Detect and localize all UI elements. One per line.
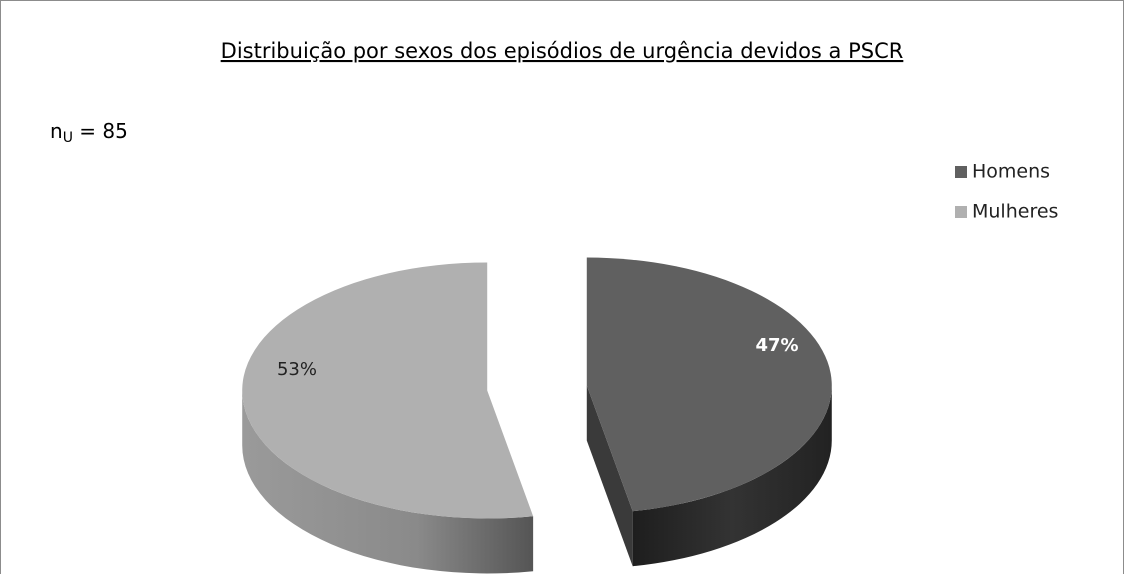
slice xyxy=(242,262,534,519)
annotation-text: = 85 xyxy=(73,119,128,143)
annotation-subscript: U xyxy=(63,130,73,146)
slice-wall xyxy=(242,390,534,574)
legend-label: Homens xyxy=(972,161,1050,183)
annotation: nU = 85 xyxy=(50,119,128,147)
data-label: 47% xyxy=(755,335,798,356)
slice xyxy=(586,257,832,512)
slice-wall xyxy=(632,385,832,567)
annotation-symbol: n xyxy=(50,119,63,143)
chart-title: Distribuição por sexos dos episódios de … xyxy=(221,39,904,63)
legend-swatch xyxy=(955,166,967,178)
legend-swatch xyxy=(955,206,967,218)
legend-label: Mulheres xyxy=(972,201,1058,223)
slice-face xyxy=(586,385,633,567)
data-label: 53% xyxy=(277,359,317,380)
